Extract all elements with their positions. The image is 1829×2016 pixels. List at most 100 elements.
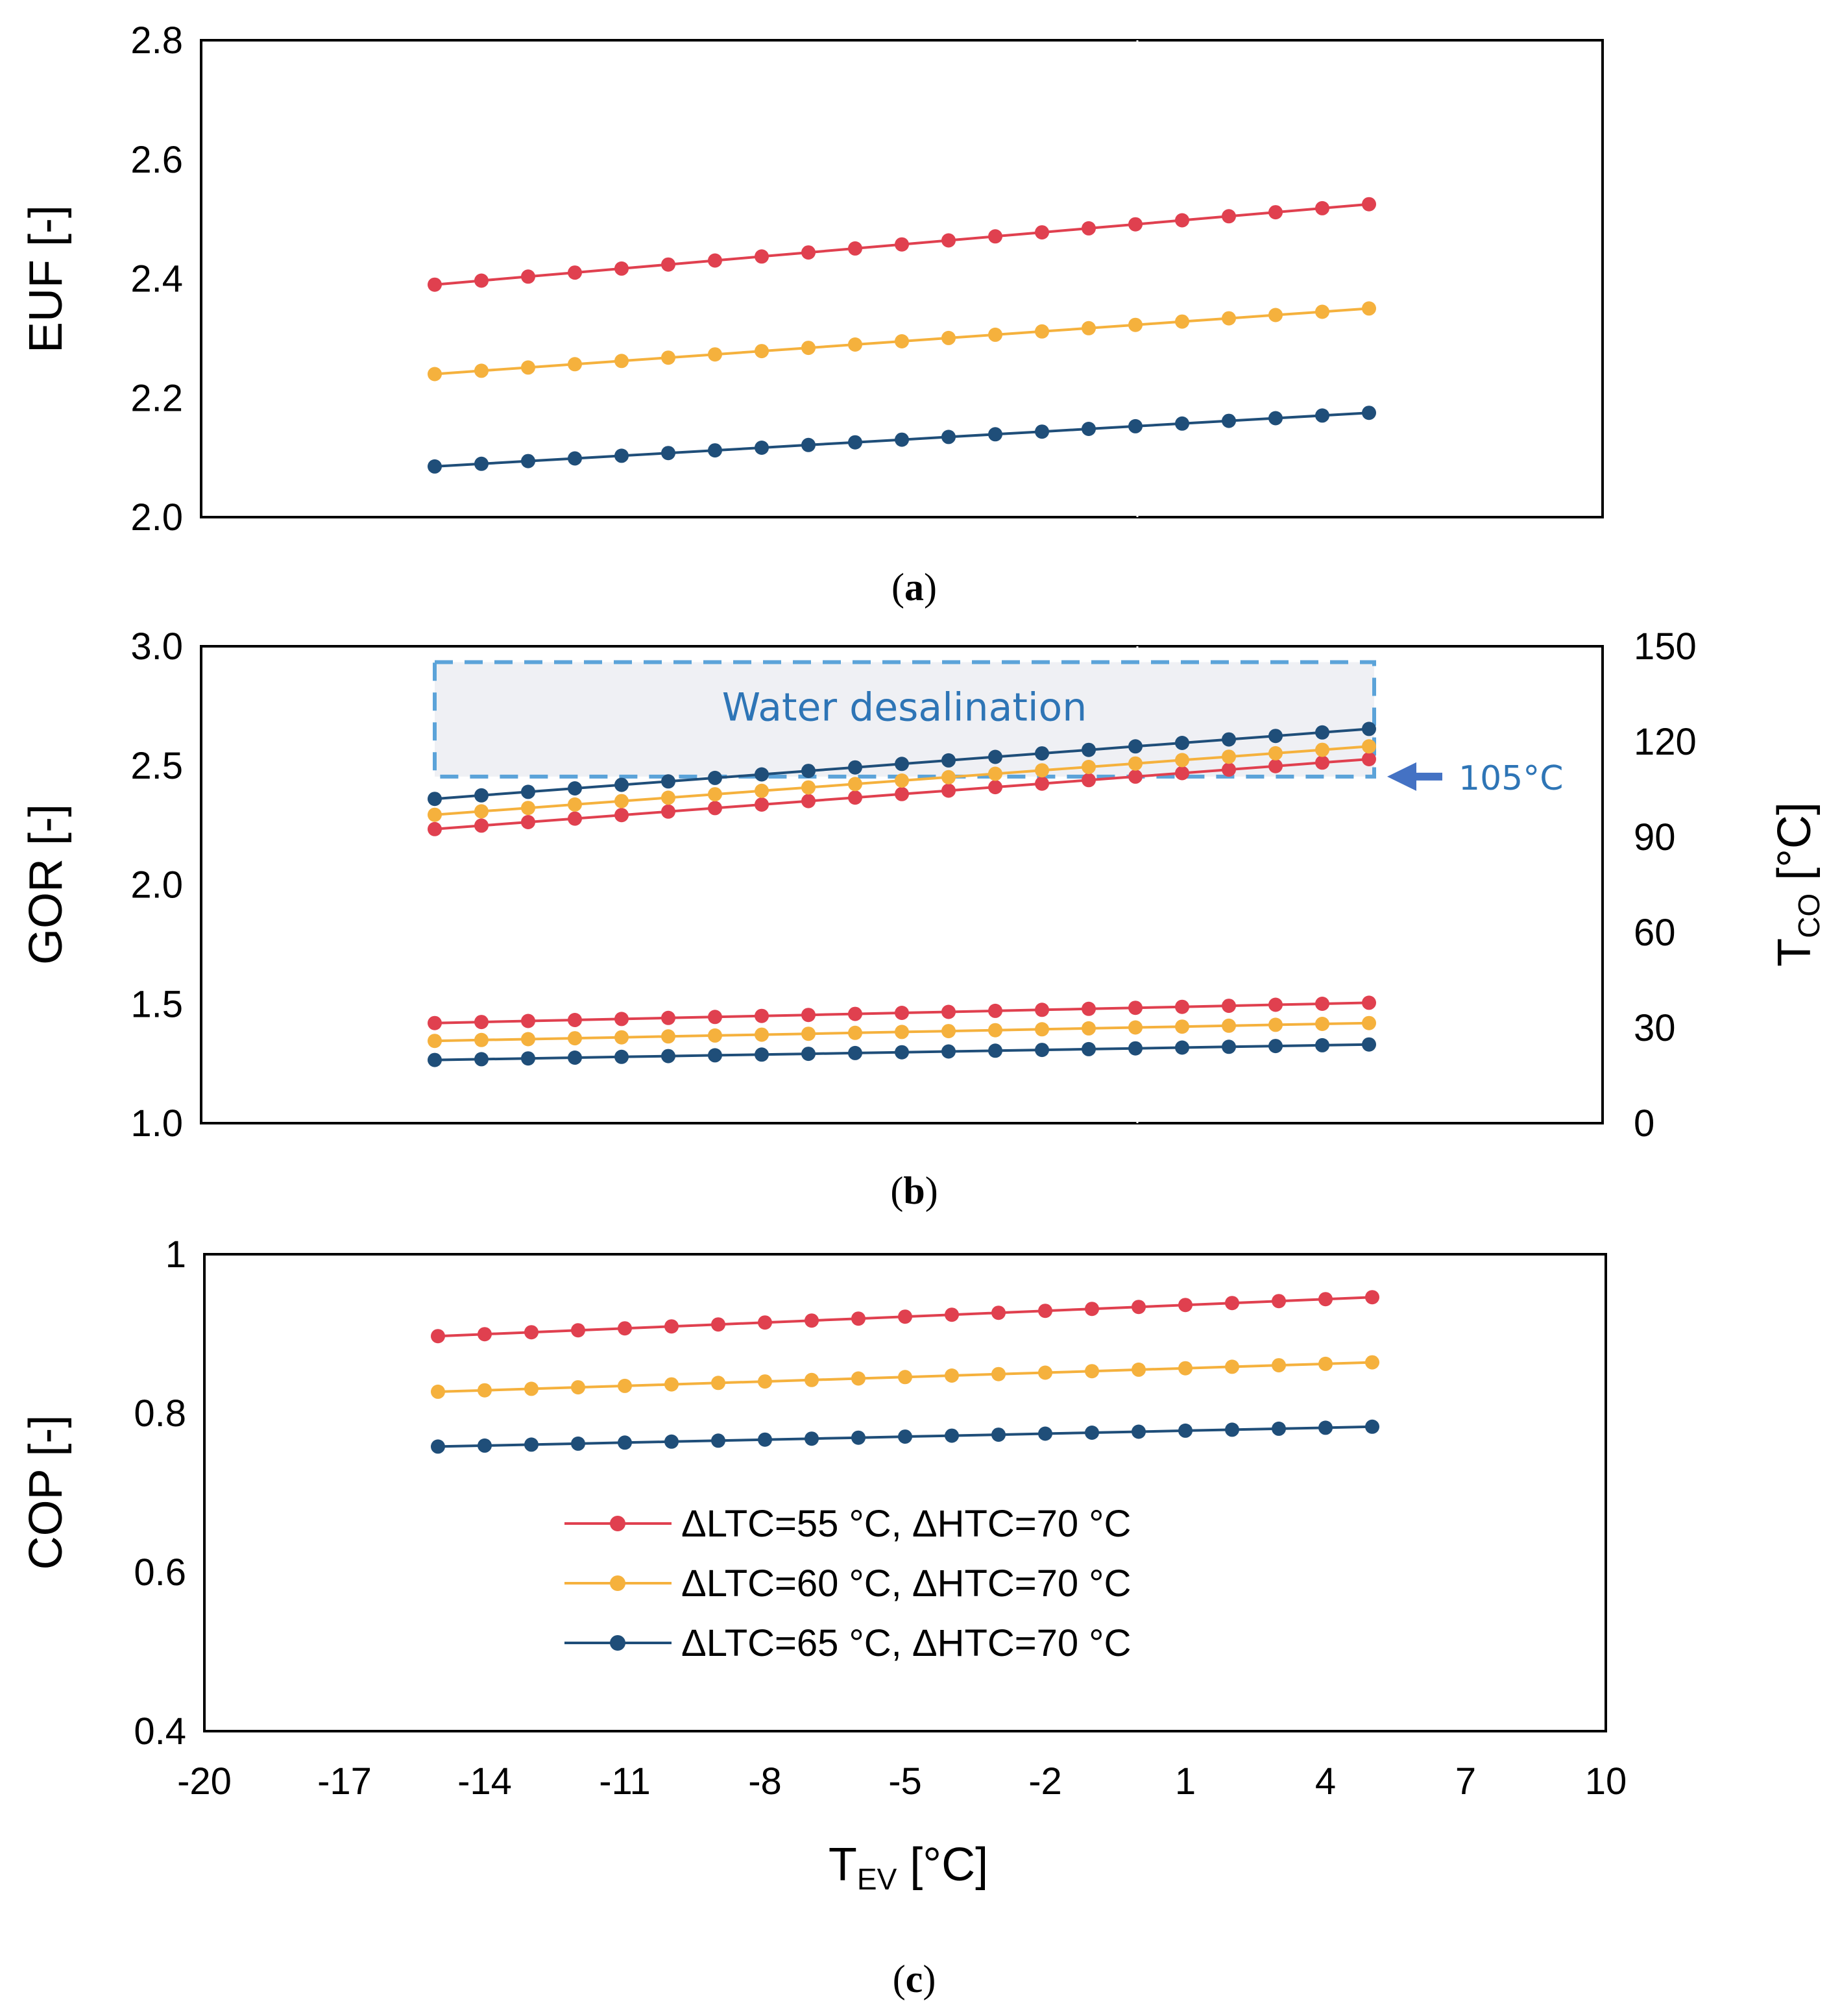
panel-b-series-5-point (1082, 760, 1096, 774)
panel-b-series-3-point (801, 1047, 816, 1062)
legend: ΔLTC=55 °C, ΔHTC=70 °C ΔLTC=60 °C, ΔHTC=7… (564, 1503, 1131, 1664)
panel-b-series-1-point (848, 1006, 862, 1021)
panel-a-series-1-point (755, 249, 769, 264)
legend-swatch-marker (610, 1635, 625, 1651)
panel-a-series-2-point (1128, 317, 1143, 332)
panel-b-series-2-point (661, 1029, 675, 1044)
panel-b-series-2-point (568, 1031, 582, 1046)
panel-c-series-2-point (851, 1371, 866, 1386)
panel-b-right-tick-label: 150 (1634, 625, 1697, 668)
panel-c-series-2-point (1038, 1365, 1052, 1380)
panel-b-series-1-point (568, 1013, 582, 1027)
panel-a-series-3-point (1175, 416, 1189, 431)
panel-b-series-6-point (848, 760, 862, 775)
panel-b-series-3-point (941, 1044, 956, 1059)
legend-entry-label: ΔLTC=55 °C, ΔHTC=70 °C (681, 1503, 1131, 1545)
panel-b-series-4-point (988, 780, 1002, 795)
panel-c-series-3-point (711, 1433, 725, 1448)
panel-b-series-2-point (1082, 1021, 1096, 1036)
panel-b-series-5-point (521, 801, 535, 816)
panel-b-series-5-point (708, 787, 722, 802)
panel-a-series-1-point (428, 277, 442, 292)
panel-a-series-1-point (1082, 221, 1096, 236)
panel-b-gor-chart: Water desalination 1.0 1.5 2.0 2.5 3.0 0 30 60… (20, 625, 1826, 1212)
panel-b-series-6-point (1268, 729, 1283, 744)
legend-swatch-marker (610, 1516, 625, 1531)
panel-a-euf-chart: 2.0 2.2 2.4 2.6 2.8 EUF [-] (a) (20, 19, 1604, 609)
panel-c-series-1-point (478, 1327, 492, 1342)
panel-b-series-6-point (1175, 736, 1189, 750)
panel-c-series-2-point (1272, 1358, 1286, 1373)
panel-b-right-tick-label: 0 (1634, 1102, 1654, 1145)
panel-b-series-1-point (1082, 1001, 1096, 1016)
legend-entry-label: ΔLTC=65 °C, ΔHTC=70 °C (681, 1622, 1131, 1664)
panel-b-series-5-point (568, 797, 582, 812)
panel-b-y-axis-title: GOR [-] (20, 804, 72, 965)
panel-b-series-1-point (521, 1014, 535, 1028)
panel-b-series-6-point (755, 767, 769, 782)
panel-b-series-6-point (1035, 746, 1049, 761)
panel-c-series-3-point (898, 1429, 912, 1444)
panel-b-series-3-point (1082, 1041, 1096, 1056)
panel-b-series-4-point (941, 783, 956, 798)
panel-b-series-2-point (1175, 1019, 1189, 1034)
panel-b-left-tick-label: 1.0 (130, 1102, 183, 1145)
panel-c-left-tick-label: 0.6 (134, 1551, 186, 1594)
panel-c-series-3-point (1132, 1424, 1146, 1439)
panel-a-series-3-point (428, 459, 442, 474)
panel-a-y-axis-title: EUF [-] (20, 205, 72, 353)
panel-b-series-5-point (661, 790, 675, 805)
x-tick-label: 7 (1455, 1760, 1476, 1803)
panel-c-series-3-point (1038, 1426, 1052, 1441)
panel-a-series-3-point (801, 437, 816, 452)
panel-c-series-1-point (571, 1323, 585, 1338)
panel-b-series-6-point (614, 777, 629, 792)
panel-b-series-3-point (1362, 1037, 1376, 1052)
panel-b-series-6-point (521, 784, 535, 799)
panel-b-series-4-point (1128, 769, 1143, 784)
panel-b-series-3-point (1035, 1043, 1049, 1058)
water-desalination-label: Water desalination (722, 685, 1087, 731)
panel-c-series-2-point (758, 1374, 772, 1389)
panel-a-series-3-point (1268, 411, 1283, 426)
panel-c-series-3-point (758, 1432, 772, 1447)
panel-a-series-1-point (614, 261, 629, 276)
panel-a-series-1-point (801, 245, 816, 260)
panel-b-series-5-point (1315, 742, 1329, 757)
panel-b-series-2-point (755, 1027, 769, 1042)
panel-c-series-2-point (1225, 1359, 1239, 1374)
panel-b-series-4-point (474, 818, 489, 833)
panel-b-series-6-point (801, 764, 816, 779)
panel-b-series-1-point (1362, 995, 1376, 1010)
panel-b-series-1-point (1315, 997, 1329, 1011)
panel-b-series-4-point (1315, 755, 1329, 770)
panel-b-series-2-point (1268, 1017, 1283, 1032)
panel-b-series-1-point (1175, 999, 1189, 1014)
panel-a-series-1-point (941, 233, 956, 248)
panel-b-series-6-point (428, 792, 442, 807)
panel-a-series-2-point (661, 350, 675, 365)
panel-c-series-2-point (664, 1377, 679, 1392)
panel-c-series-3-point (1178, 1423, 1193, 1438)
panel-c-left-tick-label: 1 (165, 1233, 186, 1276)
panel-b-series-5-point (755, 783, 769, 798)
panel-b-series-1-point (988, 1003, 1002, 1018)
panel-c-series-3-point (1272, 1421, 1286, 1436)
panel-c-series-1-point (1178, 1298, 1193, 1313)
panel-b-secondary-y-axis-title: TCO [°C] (1769, 802, 1826, 967)
panel-b-plot-frame (200, 645, 1604, 1124)
panel-c-series-2-point (945, 1368, 959, 1383)
panel-b-series-3-point (708, 1048, 722, 1063)
panel-c-series-2-point (1178, 1361, 1193, 1376)
panel-b-series-6-point (1128, 739, 1143, 754)
panel-a-series-2-point (801, 341, 816, 356)
panel-b-series-3-point (521, 1051, 535, 1066)
panel-b-series-1-point (474, 1015, 489, 1030)
panel-c-series-2-point (524, 1381, 539, 1396)
panel-a-series-3-point (521, 454, 535, 468)
panel-b-series-5-point (848, 777, 862, 792)
panel-b-series-4-point (614, 808, 629, 823)
panel-b-series-2-point (941, 1024, 956, 1039)
panel-a-series-3-point (661, 446, 675, 461)
panel-b-series-4-point (895, 786, 909, 801)
